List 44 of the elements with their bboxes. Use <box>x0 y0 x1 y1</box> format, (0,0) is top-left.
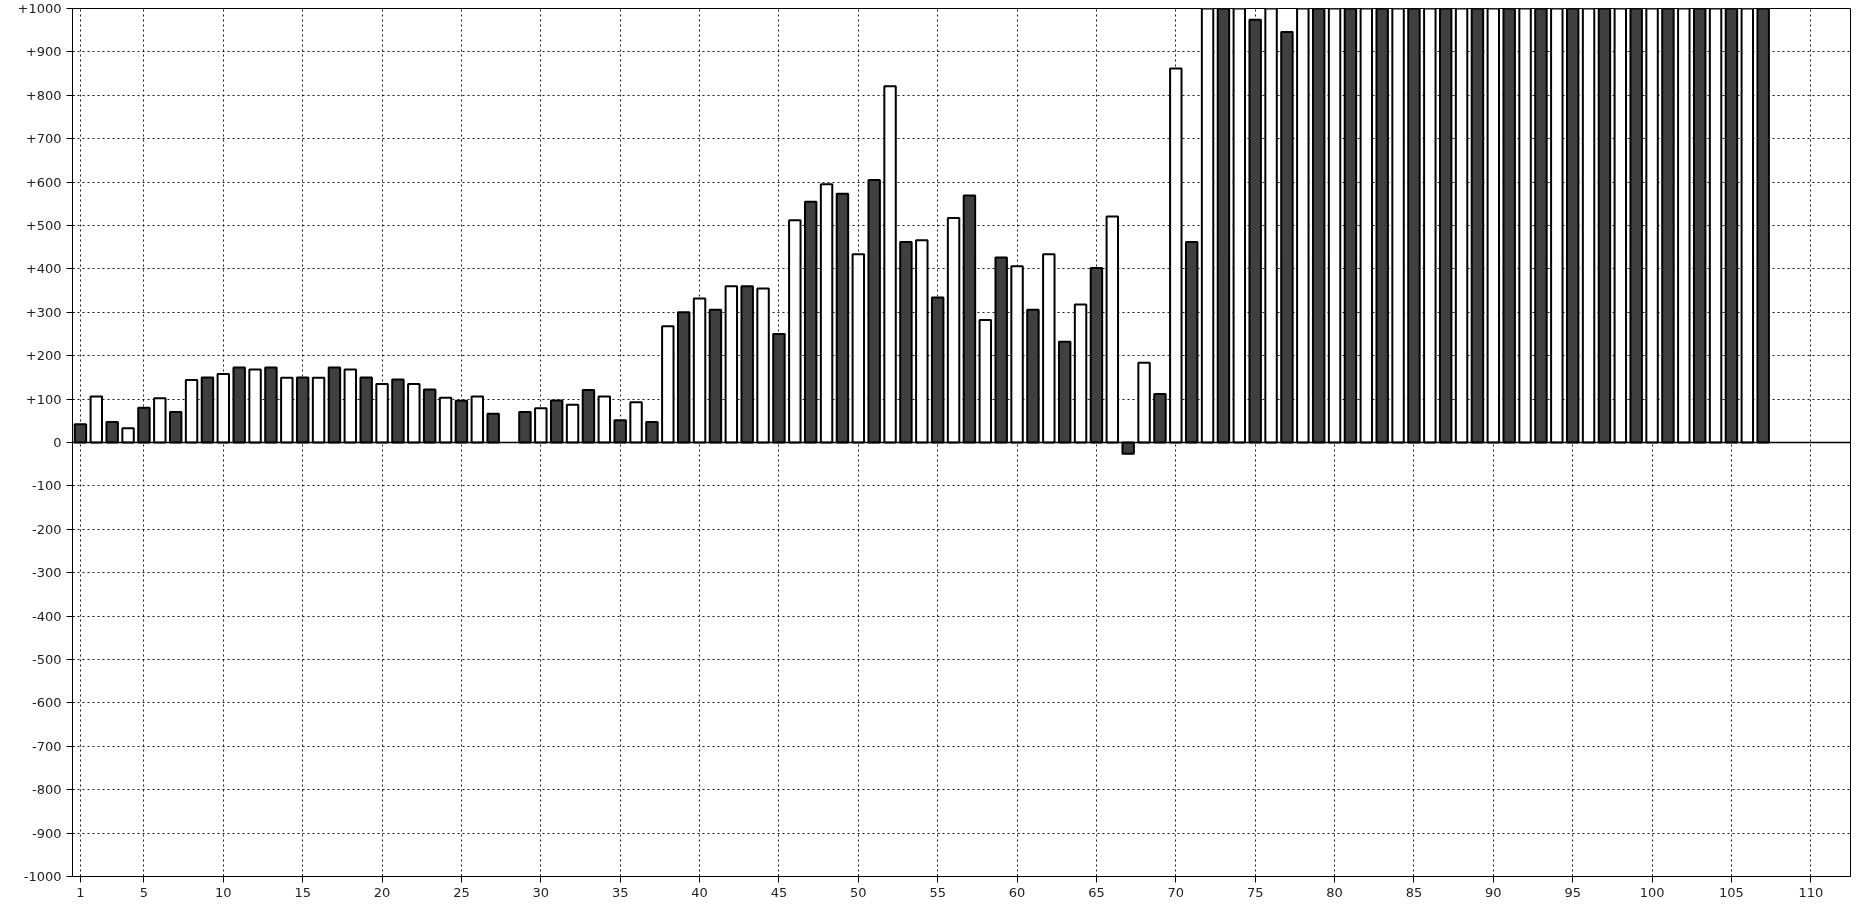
y-tick-label: -600 <box>32 695 62 711</box>
y-tick-label: -300 <box>32 565 62 581</box>
x-tick-label: 25 <box>453 884 470 900</box>
y-tick-label: +700 <box>25 131 62 147</box>
x-tick-label: 40 <box>691 884 708 900</box>
y-tick-label: -100 <box>32 478 62 494</box>
y-tick-label: 0 <box>53 435 62 450</box>
y-tick-label: -800 <box>32 782 62 798</box>
y-tick-label: +500 <box>25 218 62 233</box>
x-tick-label: 10 <box>215 884 232 900</box>
y-tick-label: +300 <box>25 304 62 320</box>
y-tick-label: -200 <box>32 521 62 537</box>
x-tick-label: 5 <box>139 884 149 900</box>
x-tick-label: 65 <box>1088 884 1105 900</box>
x-tick-label: 20 <box>373 884 391 900</box>
x-tick-label: 105 <box>1719 884 1744 900</box>
x-tick-label: 75 <box>1246 884 1264 900</box>
x-tick-label: 35 <box>611 884 629 900</box>
x-tick-label: 80 <box>1326 884 1343 900</box>
x-tick-label: 55 <box>929 884 946 900</box>
y-tick-label: -500 <box>32 652 62 667</box>
y-tick-label: -900 <box>32 825 62 841</box>
y-tick-label: -700 <box>32 738 62 754</box>
x-tick-label: 60 <box>1008 884 1026 900</box>
x-tick-label: 90 <box>1485 884 1502 900</box>
x-tick-label: 45 <box>770 884 788 900</box>
x-tick-label: 110 <box>1798 884 1824 900</box>
x-tick-label: 50 <box>850 884 867 900</box>
y-tick-label: -1000 <box>23 869 62 884</box>
y-tick-label: -400 <box>32 608 62 624</box>
y-tick-label: +400 <box>25 261 62 277</box>
y-tick-label: +600 <box>25 174 62 190</box>
x-tick-label: 70 <box>1167 884 1185 900</box>
y-tick-label: +100 <box>25 391 62 407</box>
x-tick-label: 30 <box>532 884 550 900</box>
x-tick-label: 95 <box>1564 884 1581 900</box>
x-tick-label: 85 <box>1405 884 1423 900</box>
x-tick-label: 100 <box>1639 884 1665 900</box>
x-tick-label: 1 <box>76 884 85 900</box>
x-tick-label: 15 <box>294 884 311 900</box>
y-tick-label: +1000 <box>17 1 62 16</box>
y-tick-label: +900 <box>25 44 62 60</box>
y-tick-label: +800 <box>25 87 62 103</box>
y-tick-label: +200 <box>25 348 62 364</box>
